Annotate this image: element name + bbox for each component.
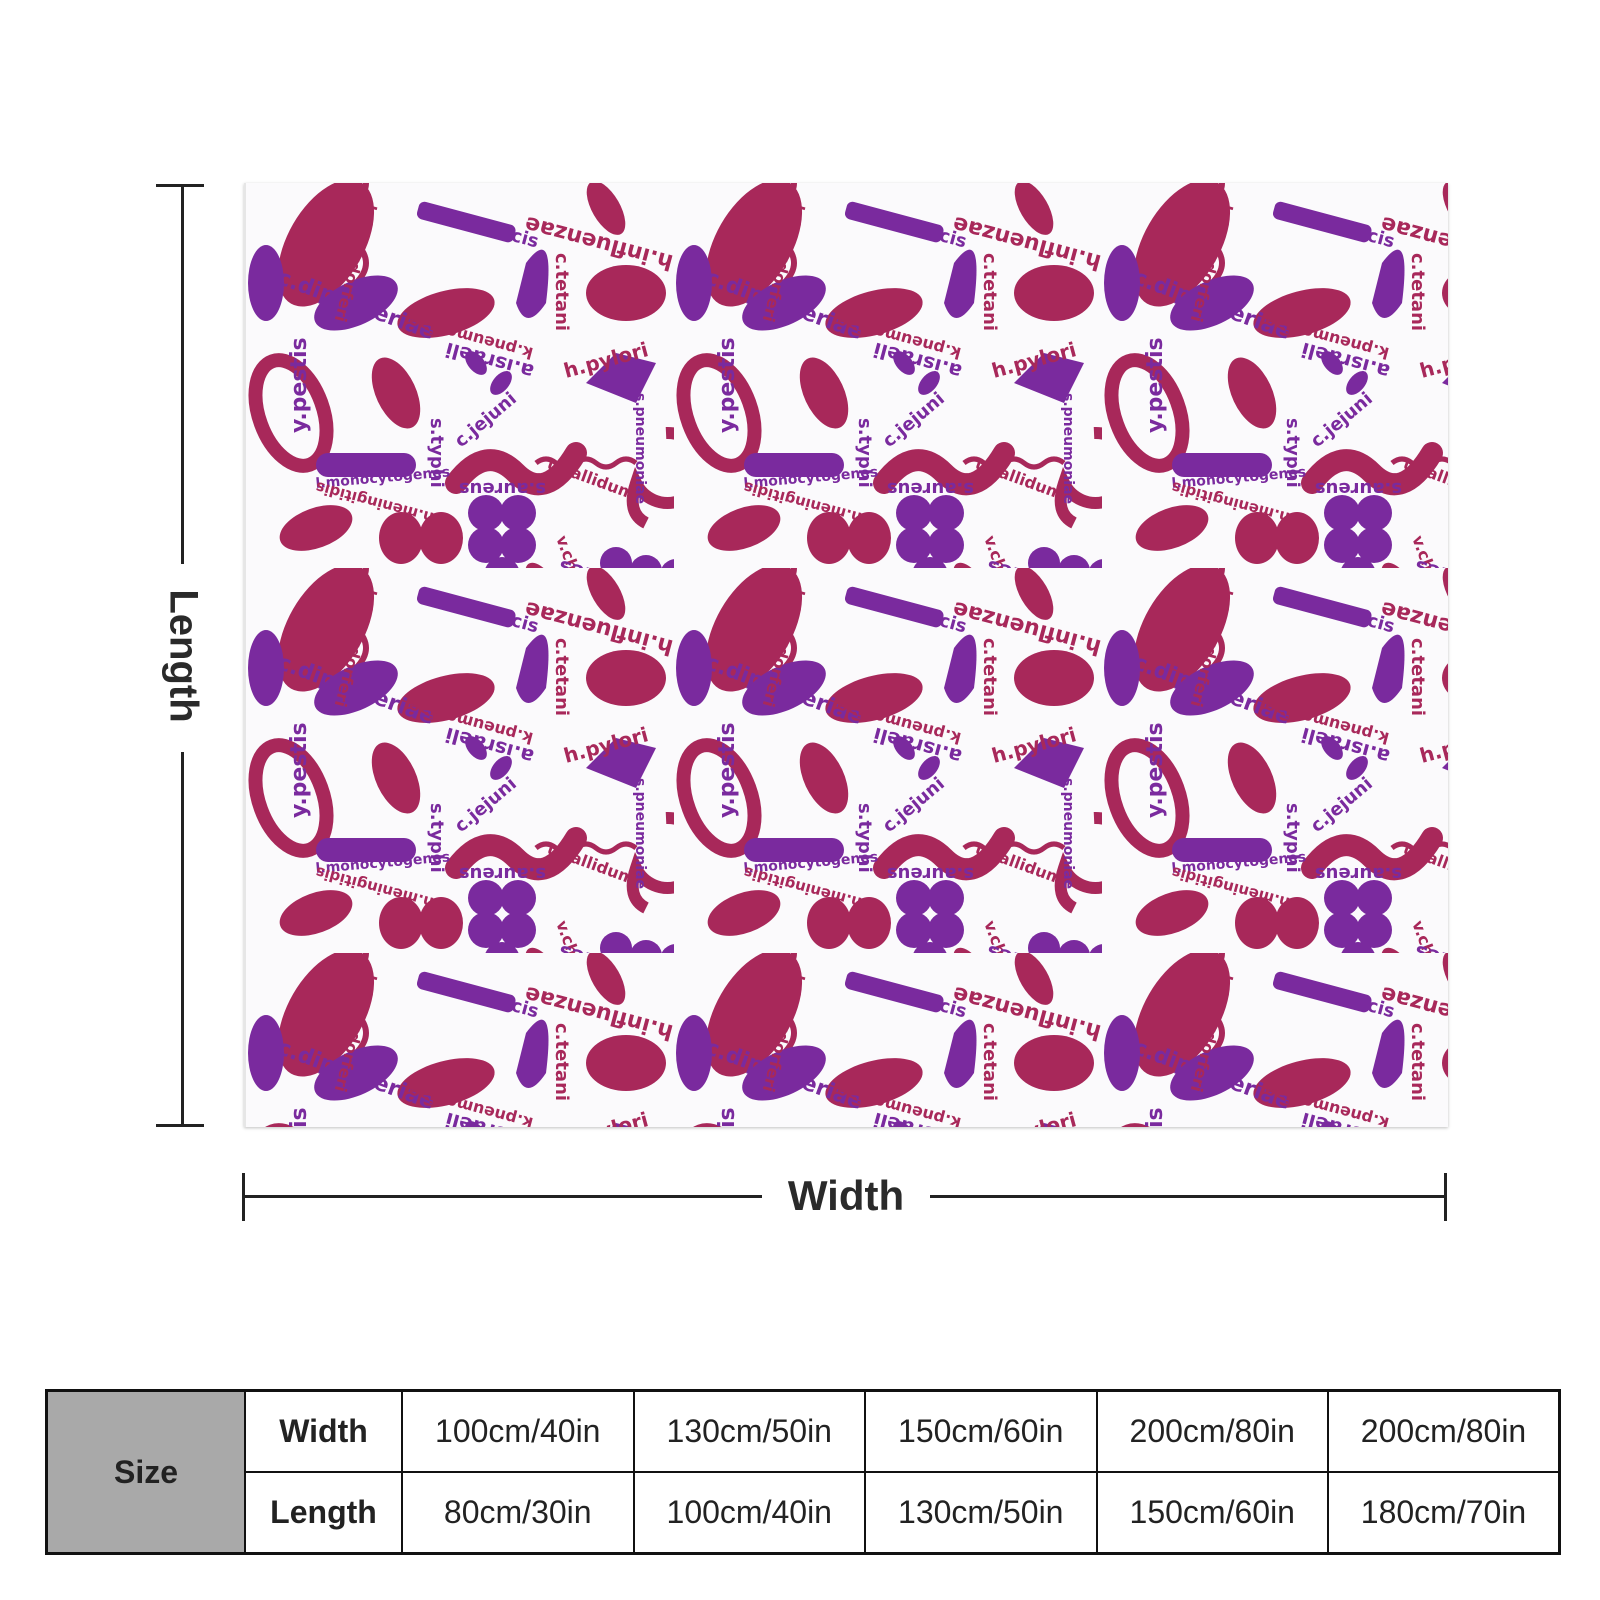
width-cell: 100cm/40in xyxy=(401,1389,635,1473)
size-chart-table: Size Width 100cm/40in 130cm/50in 150cm/6… xyxy=(45,1389,1561,1555)
width-cell: 150cm/60in xyxy=(864,1389,1098,1473)
width-marker-line xyxy=(930,1195,1446,1198)
width-marker-right xyxy=(1444,1173,1447,1221)
length-marker-top xyxy=(156,184,204,187)
length-row: Length 80cm/30in 100cm/40in 130cm/50in 1… xyxy=(47,1471,1561,1555)
length-marker-bottom xyxy=(156,1124,204,1127)
bacteria-pattern: b.anthracis c.diphtheriae k.pneumoniae c… xyxy=(246,183,1448,1127)
width-marker-line xyxy=(242,1195,762,1198)
length-cell: 100cm/40in xyxy=(632,1471,866,1555)
length-cell: 150cm/60in xyxy=(1095,1471,1329,1555)
length-cell: 130cm/50in xyxy=(864,1471,1098,1555)
length-cell: 180cm/70in xyxy=(1327,1471,1561,1555)
width-row: Size Width 100cm/40in 130cm/50in 150cm/6… xyxy=(45,1389,1561,1555)
width-cell: 200cm/80in xyxy=(1095,1389,1329,1473)
blanket-image: b.anthracis c.diphtheriae k.pneumoniae c… xyxy=(244,183,1448,1127)
length-marker-line xyxy=(181,184,184,564)
length-row-label: Length xyxy=(244,1471,403,1555)
length-cell: 80cm/30in xyxy=(401,1471,635,1555)
length-marker-line xyxy=(181,752,184,1126)
width-cell: 130cm/50in xyxy=(632,1389,866,1473)
size-header-cell: Size xyxy=(45,1389,246,1555)
width-label: Width xyxy=(787,1172,905,1219)
length-label: Length xyxy=(161,589,206,723)
width-row-label: Width xyxy=(244,1389,403,1473)
width-cell: 200cm/80in xyxy=(1327,1389,1561,1473)
